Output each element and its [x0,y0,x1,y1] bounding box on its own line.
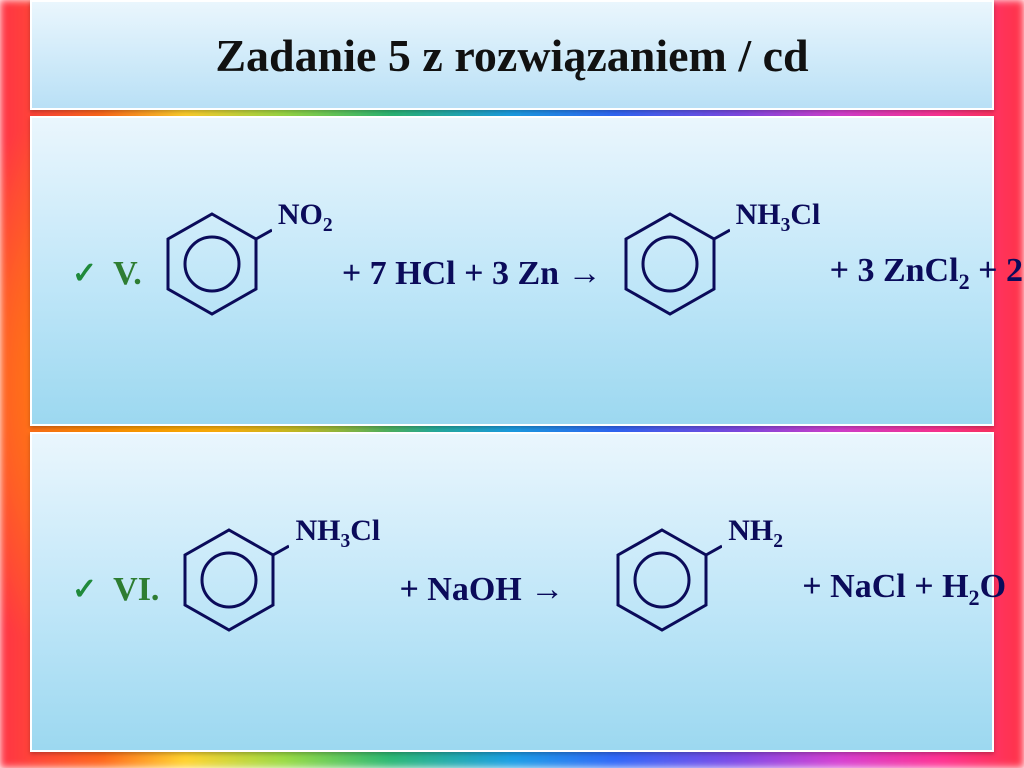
reaction-numeral: V. [113,255,142,293]
benzene-ring-reactant: NH3Cl [169,520,289,659]
benzene-ring-reactant: NO2 [152,204,272,343]
reaction-panel-2: ✓ VI. NH3Cl + NaOH → NH2 + NaCl [30,432,994,752]
reaction-text: + 7 HCl + 3 Zn → [342,254,602,293]
ring-substituent-label: NO2 [278,198,333,237]
reaction-numeral: VI. [113,571,159,609]
slide-title: Zadanie 5 z rozwiązaniem / cd [215,29,808,82]
reaction-row: ✓ V. NO2 + 7 HCl + 3 Zn → NH3Cl [72,204,962,343]
ring-substituent-label: NH2 [728,514,783,553]
ring-substituent-label: NH3Cl [736,198,821,237]
reaction-text: + NaOH → [399,570,564,609]
reaction-row: ✓ VI. NH3Cl + NaOH → NH2 + NaCl [72,520,962,659]
benzene-ring-product: NH2 [602,520,722,659]
benzene-ring-product: NH3Cl [610,204,730,343]
reaction-panel-1: ✓ V. NO2 + 7 HCl + 3 Zn → NH3Cl [30,116,994,426]
checkmark-icon: ✓ [72,256,97,291]
reaction-text: + NaCl + H2O [802,568,1006,611]
slide-container: Zadanie 5 z rozwiązaniem / cd ✓ V. NO2 +… [30,0,994,760]
reaction-text: + 3 ZnCl2 + 2 H2O [830,252,1024,295]
ring-substituent-label: NH3Cl [295,514,380,553]
checkmark-icon: ✓ [72,572,97,607]
title-panel: Zadanie 5 z rozwiązaniem / cd [30,0,994,110]
